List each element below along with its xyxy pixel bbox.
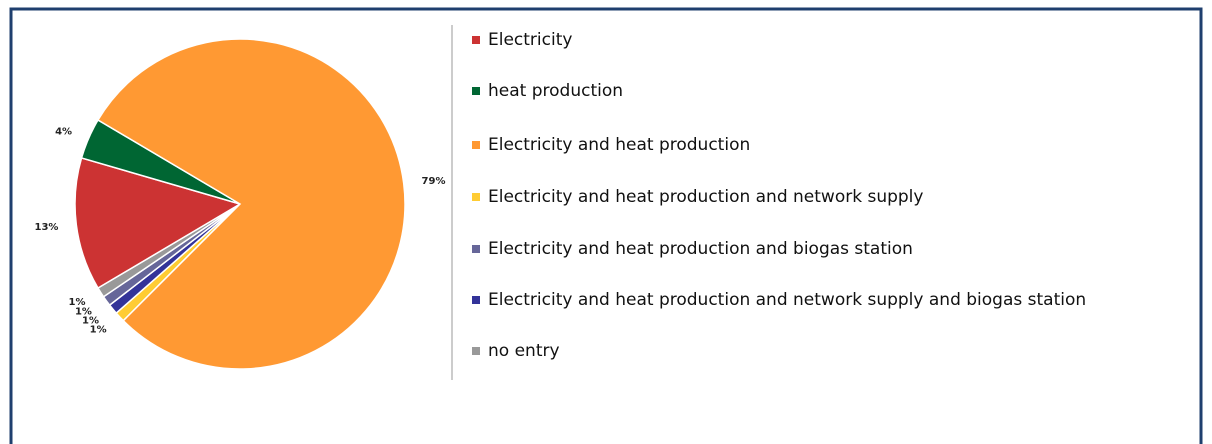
data-label: 1% bbox=[82, 316, 99, 327]
legend-marker bbox=[472, 141, 480, 149]
data-label: 79% bbox=[422, 176, 446, 187]
legend-marker bbox=[472, 245, 480, 253]
legend-marker bbox=[472, 87, 480, 95]
legend-label: heat production bbox=[488, 81, 623, 101]
legend-label: Electricity and heat production and netw… bbox=[488, 187, 923, 207]
legend-marker bbox=[472, 193, 480, 201]
legend-label: Electricity bbox=[488, 30, 572, 50]
legend-marker bbox=[472, 36, 480, 44]
legend-label: Electricity and heat production and biog… bbox=[488, 239, 913, 259]
pie-slice bbox=[74, 157, 242, 290]
data-label: 1% bbox=[90, 324, 107, 335]
legend-marker bbox=[472, 347, 480, 355]
data-label: 13% bbox=[35, 222, 59, 233]
legend-marker bbox=[472, 296, 480, 304]
data-label: 1% bbox=[75, 307, 92, 318]
legend-label: Electricity and heat production bbox=[488, 135, 750, 155]
data-label: 4% bbox=[55, 126, 72, 137]
legend-label: no entry bbox=[488, 341, 560, 361]
pie-slice bbox=[96, 38, 406, 370]
legend-label: Electricity and heat production and netw… bbox=[488, 290, 1086, 310]
data-label: 1% bbox=[69, 297, 86, 308]
